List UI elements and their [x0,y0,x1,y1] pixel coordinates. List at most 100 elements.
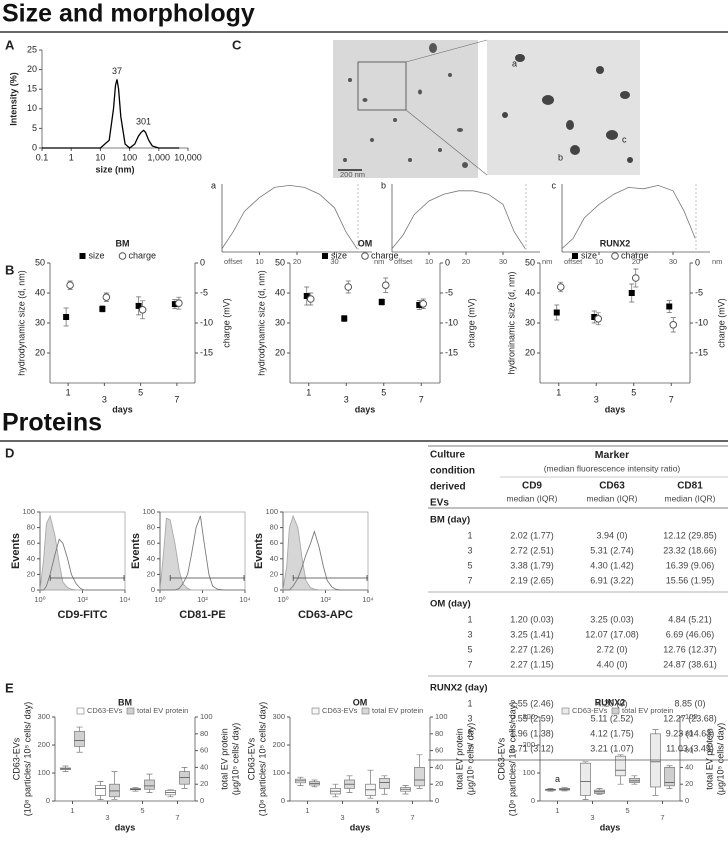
y2-tick-label: 60 [435,746,443,755]
x-tick-label: 1 [70,806,74,815]
x-tick-label: 7 [174,394,179,404]
y2-tick-label: 80 [200,729,208,738]
table-cell: 4.12 (1.75) [590,728,634,738]
table-column-note: median (IQR) [664,493,715,503]
x-tick-label: 20 [632,257,640,266]
x-tick-label: 10 [255,257,263,266]
x-tick-label: 5 [625,806,629,815]
x-tick-label: 5 [375,806,379,815]
y-tick-label: 0 [32,142,37,152]
table-day: 1 [467,614,472,624]
x-axis-label: offset [394,257,413,266]
x-tick-label: 20 [462,257,470,266]
table-cell: 3.94 (0) [596,530,627,540]
box [650,733,661,788]
table-cell: 5.11 (2.52) [591,713,634,723]
scale-bar-label: 200 nm [340,170,365,179]
y2-axis-label: (μg/10⁵ cells/ day) [230,723,240,795]
y2-tick-label: 100 [200,712,213,721]
y-axis-label: Events [253,533,265,569]
y2-axis-label: total EV protein [219,728,229,790]
y-tick-label: 50 [35,257,45,267]
box [664,767,675,787]
y-axis-label: CD63-EVs [11,737,21,780]
x-tick-label: 10⁰ [154,595,165,604]
y-axis-label: Events [130,533,142,569]
y-tick-label: 20 [35,347,45,357]
y-tick-label: 200 [272,740,285,749]
table-stub-header: condition [430,466,475,477]
y2-tick-label: 40 [685,762,693,771]
x-tick-label: 10² [197,595,208,604]
point [344,283,353,291]
box [629,777,640,783]
y-axis-label: Events [10,533,22,569]
table-cell: 6.91 (3.22) [590,575,634,585]
y2-tick-label: 0 [435,796,439,805]
y2-tick-label: 20 [200,779,208,788]
table-cell: 2.72 (0) [596,644,627,654]
x-tick-label: 5 [381,387,386,397]
y-tick-label: 10 [27,103,37,113]
legend-marker [322,253,328,259]
y-tick-label: 80 [27,523,35,532]
table-cell: 3.38 (1.79) [510,560,554,570]
table-column-note: median (IQR) [586,493,637,503]
panel-label: C [232,37,242,52]
x-axis-label: days [112,404,133,414]
y-tick-label: 0 [531,796,535,805]
y2-tick-label: -5 [445,287,453,297]
table-group-label: BM (day) [430,515,470,526]
table-stub-header: EVs [430,498,449,509]
x-unit-label: nm [542,257,552,266]
legend-swatch [561,707,570,715]
y2-tick-label: -5 [200,287,208,297]
y-tick-label: 300 [272,712,285,721]
y-axis-label: CD63-EVs [496,737,506,780]
panel-label: B [5,262,14,277]
profile-label: c [552,180,557,190]
point [591,314,598,320]
table-cell: 12.12 (29.85) [663,530,717,540]
chart-title: OM [353,697,368,707]
table-cell: 9.23 (14.63) [666,728,715,738]
table-day: 5 [467,644,472,654]
x-tick-label: 20 [293,257,301,266]
y2-tick-label: 60 [200,746,208,755]
point [66,281,74,290]
legend-label: total EV protein [622,706,673,715]
table-stub-header: Culture [430,450,465,461]
histogram-line [40,538,125,591]
table-cell: 12.76 (12.37) [663,644,717,654]
line [391,190,526,249]
histogram-fill [159,517,245,591]
table-day: 1 [467,698,472,708]
y-tick-label: 50 [525,257,535,267]
x-tick-label: 3 [344,394,349,404]
y-tick-label: 80 [147,523,155,532]
x-tick-label: 10² [320,595,331,604]
x-tick-label: 1,000 [148,152,171,162]
chart-title: BM [118,697,132,707]
legend-swatch [311,707,320,715]
y-tick-label: 30 [275,317,285,327]
legend-label: CD63-EVs [87,706,123,715]
x-axis-label: size (nm) [95,164,134,174]
table-cell: 3.25 (0.03) [590,614,634,624]
x-axis-label: CD9-FITC [57,609,107,621]
panel-label: D [5,445,14,460]
x-axis-label: days [605,404,626,414]
y2-tick-label: -15 [695,347,708,357]
table-cell: 6.69 (46.06) [666,629,715,639]
y2-axis-label: (μg/10⁵ cells/ day) [715,723,725,795]
x-tick-label: 5 [631,387,636,397]
x-tick-label: 1 [305,806,309,815]
table-cell: 2.02 (1.77) [510,530,554,540]
point [556,283,565,291]
y-axis-label: hydrodynamic size (d, nm) [16,270,26,376]
table-cell: 12.07 (17.08) [585,629,639,639]
table-cell: 2.55 (2.46) [510,698,554,708]
box [144,779,155,790]
table-day: 1 [467,530,472,540]
particle-label: a [512,58,517,68]
